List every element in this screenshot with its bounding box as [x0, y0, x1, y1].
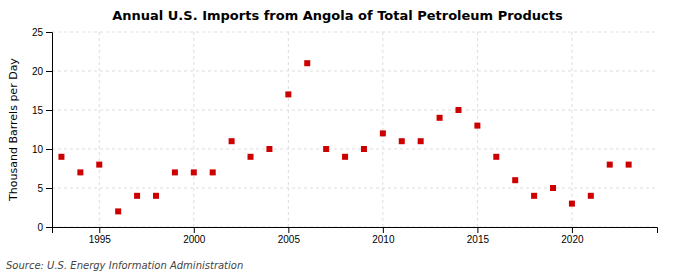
x-axis-tick: 2020: [561, 227, 584, 245]
x-axis-tick: 1995: [89, 227, 112, 245]
point: [437, 115, 443, 121]
source: Source: U.S. Energy Information Administ…: [6, 260, 243, 271]
point: [569, 201, 575, 207]
point: [172, 169, 178, 175]
point: [323, 146, 329, 152]
x-axis-tick-label: 2015: [467, 234, 490, 245]
title: Annual U.S. Imports from Angola of Total…: [112, 8, 563, 23]
point: [153, 193, 159, 199]
point: [455, 107, 461, 113]
point: [531, 193, 537, 199]
point: [607, 162, 613, 168]
y-axis-tick: 5: [37, 183, 52, 194]
point: [134, 193, 140, 199]
y-axis-tick: 10: [32, 144, 52, 155]
point: [96, 162, 102, 168]
x-axis-tick: 2010: [372, 227, 395, 245]
y-axis-tick-mark: [46, 227, 52, 228]
plot-area: 1995 2000 2005 2010 2015 2020 0 5 10 15 20 25: [32, 27, 658, 245]
y-axis-tick: 15: [32, 105, 52, 116]
grid-line-x: [571, 32, 572, 227]
point: [493, 154, 499, 160]
points: [58, 60, 631, 214]
x-axis-tick: 2005: [278, 227, 301, 245]
grid-line-y: [52, 32, 657, 33]
point: [380, 130, 386, 136]
grid-line-y: [52, 188, 657, 189]
point: [474, 123, 480, 129]
grid-line-y: [52, 110, 657, 111]
point: [418, 138, 424, 144]
point: [588, 193, 594, 199]
x-axis-tick: 2000: [183, 227, 206, 245]
point: [210, 169, 216, 175]
y-axis-tick: 20: [32, 66, 52, 77]
point: [115, 208, 121, 214]
grid: [52, 32, 657, 227]
grid-line-y: [52, 149, 657, 150]
x-axis-tick-mark: [288, 227, 289, 233]
y-axis-tick-label: 20: [32, 66, 44, 77]
x-axis-line: [53, 228, 658, 234]
grid-line-x: [99, 32, 100, 227]
y-axis-line: [46, 33, 53, 228]
point: [342, 154, 348, 160]
y-axis-tick-label: 0: [37, 222, 43, 233]
y-axis-tick-mark: [46, 110, 52, 111]
y-axis: 0 5 10 15 20 25: [32, 27, 53, 233]
y-axis-tick-label: 15: [32, 105, 44, 116]
grid-line-y: [52, 71, 657, 72]
grid-line-x: [193, 32, 194, 227]
x-axis-tick-label: 2020: [561, 234, 584, 245]
point: [285, 91, 291, 97]
x-axis-tick-label: 1995: [89, 234, 112, 245]
point: [399, 138, 405, 144]
x-axis-tick-mark: [477, 227, 478, 233]
point: [58, 154, 64, 160]
point: [361, 146, 367, 152]
y-axis-tick-label: 10: [32, 144, 44, 155]
point: [304, 60, 310, 66]
y-axis-tick-label: 5: [37, 183, 43, 194]
y-axis-tick-label: 25: [32, 27, 44, 38]
x-axis-tick-label: 2005: [278, 234, 301, 245]
grid-line-x: [477, 32, 478, 227]
y-axis-tick: 0: [37, 222, 52, 233]
chart: 1995 2000 2005 2010 2015 2020 0 5 10 15 20 25 Annual…: [0, 0, 675, 275]
x-axis-tick-mark: [194, 227, 195, 233]
x-axis-tick-mark: [572, 227, 573, 233]
point: [266, 146, 272, 152]
point: [229, 138, 235, 144]
y-axis-title: Thousand Barrels per Day: [7, 58, 20, 202]
x-axis-tick: 2015: [467, 227, 490, 245]
y-axis-tick-mark: [46, 188, 52, 189]
point: [248, 154, 254, 160]
x-axis-tick-mark: [383, 227, 384, 233]
point: [512, 177, 518, 183]
grid-line-x: [382, 32, 383, 227]
x-axis: 1995 2000 2005 2010 2015 2020: [53, 227, 658, 245]
point: [191, 169, 197, 175]
point: [550, 185, 556, 191]
point: [626, 162, 632, 168]
x-axis-tick-label: 2010: [372, 234, 395, 245]
x-axis-tick-mark: [99, 227, 100, 233]
y-axis-tick-mark: [46, 149, 52, 150]
y-axis-tick: 25: [32, 27, 52, 38]
y-axis-tick-mark: [46, 71, 52, 72]
y-axis-tick-mark: [46, 32, 52, 33]
grid-line-x: [288, 32, 289, 227]
x-axis-tick-label: 2000: [183, 234, 206, 245]
point: [77, 169, 83, 175]
